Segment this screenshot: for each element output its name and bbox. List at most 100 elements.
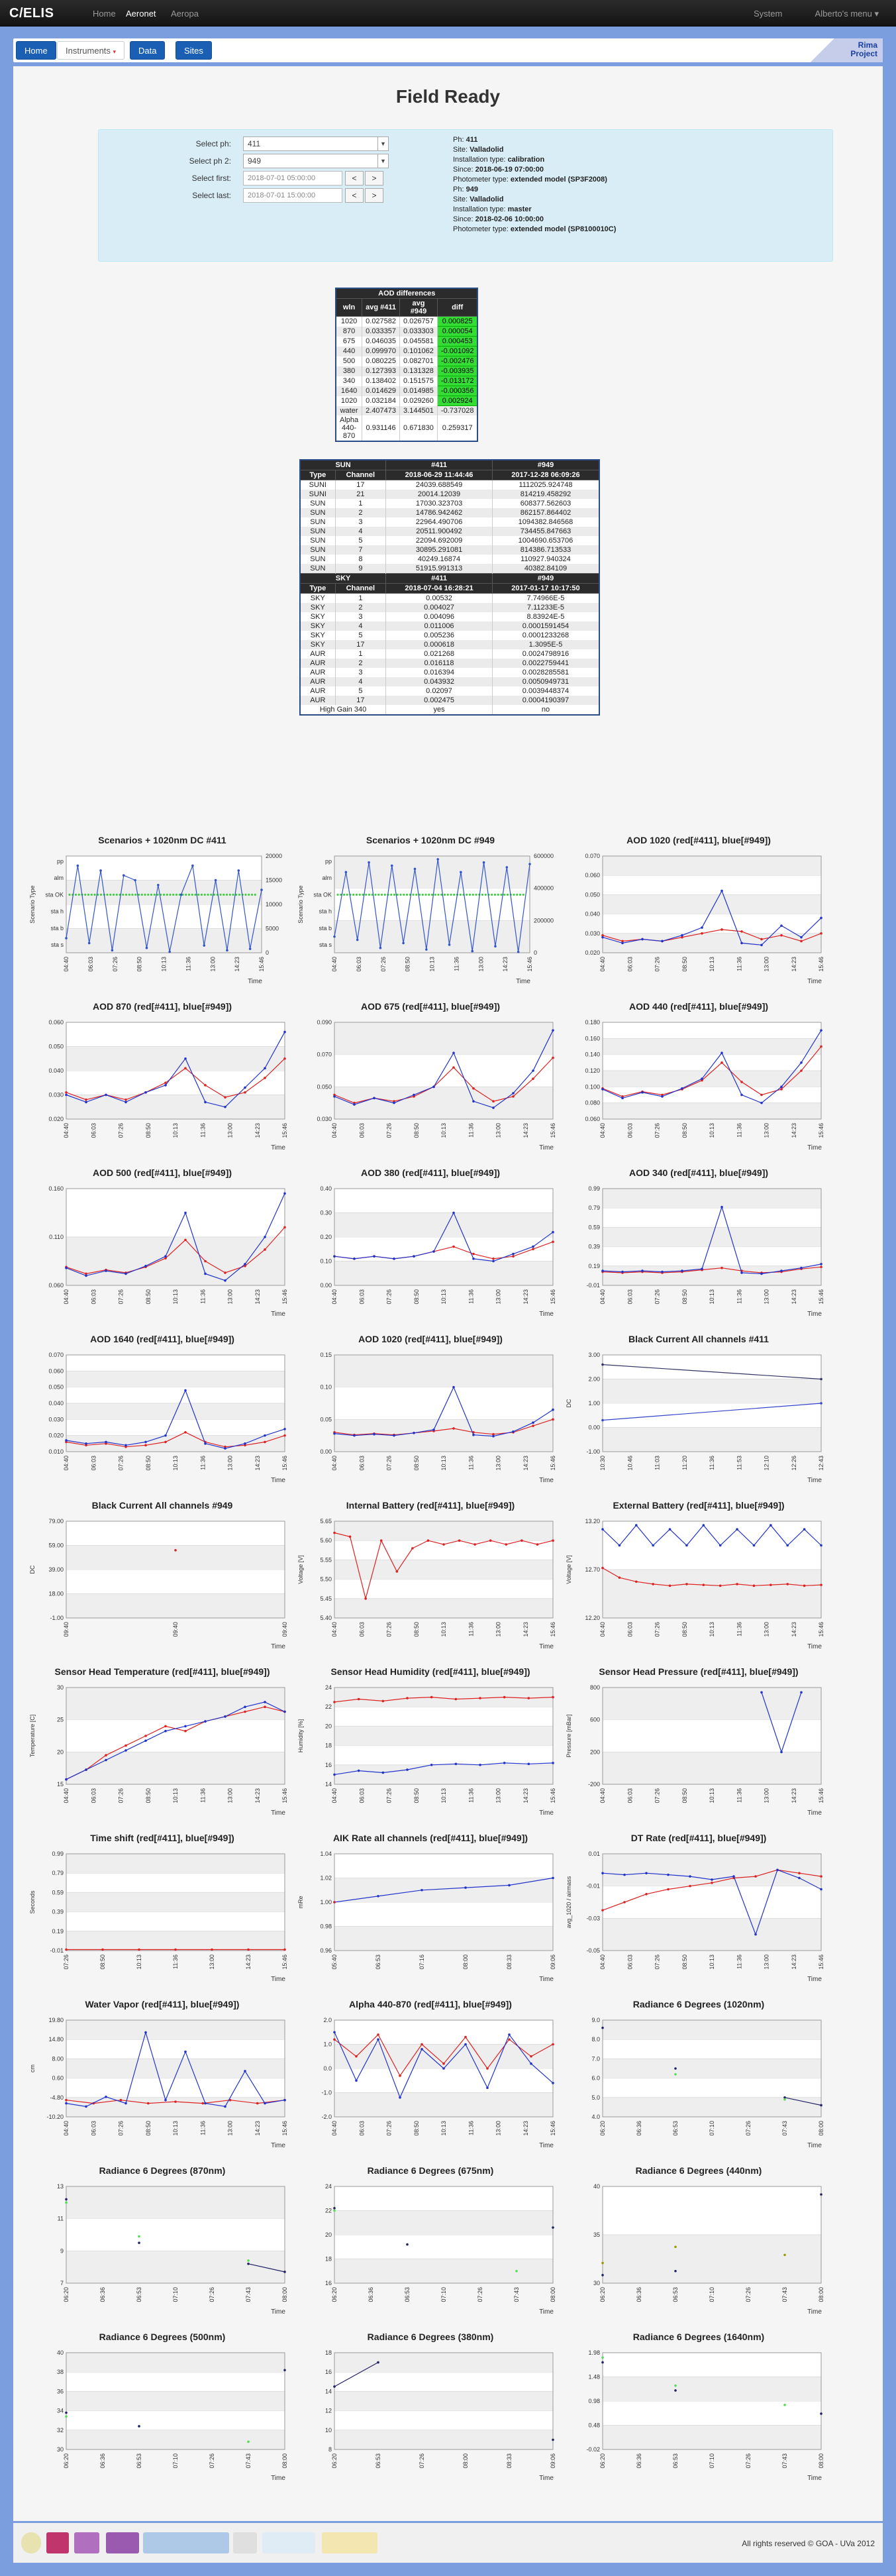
nav-aeropa[interactable]: Aeropa <box>171 9 199 19</box>
tab-instruments[interactable]: Instruments ▾ <box>57 41 125 60</box>
y-axis-label: cm <box>29 2065 36 2072</box>
data-point <box>752 1544 756 1547</box>
data-point <box>247 2440 250 2443</box>
data-point <box>601 1909 604 1911</box>
chevron-down-icon: ▼ <box>377 154 388 168</box>
tab-home[interactable]: Home <box>16 41 56 60</box>
x-axis-label: Time <box>248 978 262 984</box>
rima-project-logo[interactable]: Rima Project <box>803 38 883 62</box>
chart-plot: 16 18 20 22 24 06:20 06:36 06:53 07:10 07:26 07:43… <box>325 2183 556 2314</box>
select-ph[interactable]: 411 ▼ <box>243 136 389 151</box>
data-point <box>138 2235 140 2238</box>
select-ph2[interactable]: 949 ▼ <box>243 154 389 168</box>
data-point <box>503 1762 506 1764</box>
data-point <box>204 1272 207 1275</box>
data-point <box>377 2361 379 2364</box>
table-row: 675 0.046035 0.045581 0.000453 <box>335 336 478 347</box>
last-date-input[interactable]: 2018-07-01 15:00:00 <box>243 188 342 203</box>
table-cell: 0.027582 <box>362 316 401 327</box>
status-point <box>219 893 222 896</box>
x-axis-label: Time <box>807 1144 822 1150</box>
aeronet-logo[interactable] <box>143 2532 229 2553</box>
status-point <box>238 893 241 896</box>
tab-data[interactable]: Data <box>130 41 166 60</box>
first-next-button[interactable]: > <box>365 171 383 186</box>
data-point <box>689 1884 691 1888</box>
x-tick-label: 08:50 <box>413 1123 420 1138</box>
x-tick-label: 08:50 <box>681 1955 688 1970</box>
data-point <box>184 1211 187 1214</box>
label-select-first: Select first: <box>191 174 231 183</box>
tab-sites[interactable]: Sites <box>175 41 212 60</box>
dropdown-caret-icon: ▾ <box>113 48 117 55</box>
y-tick-label: 0.140 <box>585 1051 600 1058</box>
info-key: Ph: <box>453 186 464 193</box>
table-cell: 1112025.924748 <box>491 480 600 490</box>
rima-line2: Project <box>850 49 877 58</box>
table-cell: 0.151575 <box>399 376 438 386</box>
table-cell: SUN <box>299 508 336 517</box>
nav-home[interactable]: Home <box>93 9 116 19</box>
status-point <box>374 893 377 896</box>
chart-title: Radiance 6 Degrees (1640nm) <box>632 2332 765 2342</box>
y-tick-label: 0.20 <box>320 1234 332 1240</box>
info-value: extended model (SP8100010C) <box>510 225 617 233</box>
aod-header: avg #411 <box>362 298 401 317</box>
x-tick-label: 13:00 <box>764 1123 770 1138</box>
status-point <box>169 893 172 896</box>
data-point <box>760 1101 763 1104</box>
x-tick-label: 11:36 <box>468 1289 474 1304</box>
chart-title: AOD 675 (red[#411], blue[#949]) <box>360 1001 501 1012</box>
x-tick-label: 04:40 <box>331 1123 338 1138</box>
y-tick-label: 1.02 <box>320 1875 332 1882</box>
data-point <box>472 1258 475 1260</box>
nav-system[interactable]: System <box>754 9 783 19</box>
spanish-government-logo[interactable] <box>322 2532 377 2553</box>
first-prev-button[interactable]: < <box>345 171 364 186</box>
uva-logo[interactable] <box>46 2532 69 2553</box>
nav-aeronet[interactable]: Aeronet <box>126 9 156 19</box>
table-cell: SUN <box>299 545 336 555</box>
table-cell: 0.931146 <box>362 415 401 441</box>
x-tick-label: 15:46 <box>258 957 265 972</box>
table-cell: 0.014985 <box>399 386 438 396</box>
y-tick-label: 0.180 <box>585 1019 600 1026</box>
app-logo[interactable]: C/ELIS <box>9 6 54 21</box>
chart-plot: 0.060 0.080 0.100 0.120 0.140 0.160 0.180 04:40… <box>585 1019 824 1150</box>
table-cell: 0.014629 <box>362 386 401 396</box>
x-axis-label: Time <box>539 2308 554 2314</box>
status-point <box>352 893 355 896</box>
data-point <box>105 2096 107 2098</box>
data-point <box>244 1705 246 1708</box>
status-point <box>172 893 175 896</box>
y-tick-label: 2.0 <box>323 2017 332 2023</box>
data-point <box>634 1580 638 1583</box>
data-point <box>377 2033 379 2036</box>
chart-plot: 14 16 18 20 22 24 04:40 06:03 07:26 08:50 10:13 11:… <box>297 1684 556 1815</box>
last-next-button[interactable]: > <box>365 188 383 203</box>
chart-plot: 30 35 40 06:20 06:36 06:53 07:10 07:26 07:43 08:0… <box>593 2183 824 2314</box>
data-point <box>184 1389 187 1392</box>
institution-logo[interactable] <box>233 2532 257 2553</box>
user-menu[interactable]: Alberto's menu ▾ <box>815 9 879 19</box>
data-point <box>432 1250 435 1253</box>
cal-col: 2017-01-17 10:17:50 <box>491 583 600 594</box>
actris-logo[interactable] <box>262 2532 315 2553</box>
status-point <box>415 893 418 896</box>
x-axis-label: Time <box>271 1976 285 1982</box>
table-row: 1640 0.014629 0.014985 -0.000356 <box>335 386 478 396</box>
x-tick-label: 08:50 <box>405 957 411 972</box>
y-tick-label: 0.020 <box>48 1116 64 1122</box>
status-point <box>484 893 487 896</box>
last-prev-button[interactable]: < <box>345 188 364 203</box>
x-tick-label: 15:46 <box>281 1788 288 1803</box>
chart: External Battery (red[#411], blue[#949])… <box>563 1500 834 1652</box>
x-tick-label: 15:46 <box>818 1123 824 1138</box>
purple-logo[interactable] <box>106 2532 139 2553</box>
x-tick-label: 10:13 <box>709 1788 715 1803</box>
pire-logo[interactable] <box>74 2532 99 2553</box>
first-date-input[interactable]: 2018-07-01 05:00:00 <box>243 171 342 186</box>
goa-logo[interactable] <box>21 2532 41 2553</box>
x-tick-label: 07:10 <box>172 2453 179 2469</box>
x-axis-label: Time <box>807 2308 822 2314</box>
